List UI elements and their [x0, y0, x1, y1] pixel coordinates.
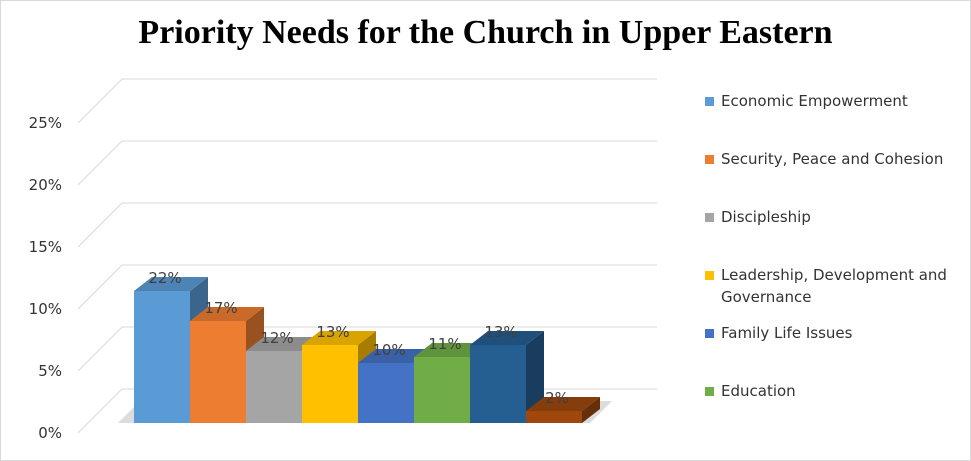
bar-top [470, 331, 544, 345]
bar-top [358, 349, 432, 363]
data-label: 12% [260, 329, 293, 347]
bar-top [134, 277, 208, 291]
side-gridline [77, 202, 123, 248]
bar-top [246, 337, 320, 351]
legend-swatch [705, 97, 714, 106]
bar-top [526, 397, 600, 411]
y-tick-label: 5% [38, 362, 62, 380]
bar-front [246, 351, 302, 423]
data-label: 10% [372, 341, 405, 359]
legend-label: Family Life Issues [721, 324, 853, 342]
bar-front [190, 321, 246, 423]
data-label: 11% [428, 335, 461, 353]
legend-label: Security, Peace and Cohesion [721, 150, 944, 168]
side-gridline [77, 388, 123, 434]
legend-swatch [705, 213, 714, 222]
bar-front [470, 345, 526, 423]
bar-front [358, 363, 414, 423]
side-gridline [77, 140, 123, 186]
bar-front [134, 291, 190, 423]
bar-front [302, 345, 358, 423]
y-tick-label: 25% [29, 114, 62, 132]
bar-front [526, 411, 582, 423]
y-tick-label: 15% [29, 238, 62, 256]
y-tick-label: 10% [29, 300, 62, 318]
side-gridline [77, 264, 123, 310]
data-label: 22% [148, 269, 181, 287]
legend-label: Economic Empowerment [721, 92, 908, 110]
data-label: 17% [204, 299, 237, 317]
legend-swatch [705, 271, 714, 280]
legend-swatch [705, 329, 714, 338]
side-gridline [77, 78, 123, 124]
legend-swatch [705, 387, 714, 396]
bar-top [190, 307, 264, 321]
bar-top [302, 331, 376, 345]
y-tick-label: 20% [29, 176, 62, 194]
bar [526, 397, 600, 423]
legend-label: Discipleship [721, 208, 811, 226]
legend-label: Education [721, 382, 796, 400]
bar-top [414, 343, 488, 357]
chart-title: Priority Needs for the Church in Upper E… [138, 14, 833, 51]
legend-swatch [705, 155, 714, 164]
bar [470, 331, 544, 423]
data-label: 2% [545, 389, 569, 407]
data-label: 13% [316, 323, 349, 341]
bar-side [582, 397, 600, 423]
data-label: 13% [484, 323, 517, 341]
bar-side [526, 331, 544, 423]
y-tick-label: 0% [38, 424, 62, 442]
legend-label: Leadership, Development and Governance [721, 266, 947, 306]
bar-front [414, 357, 470, 423]
side-gridline [77, 326, 123, 372]
